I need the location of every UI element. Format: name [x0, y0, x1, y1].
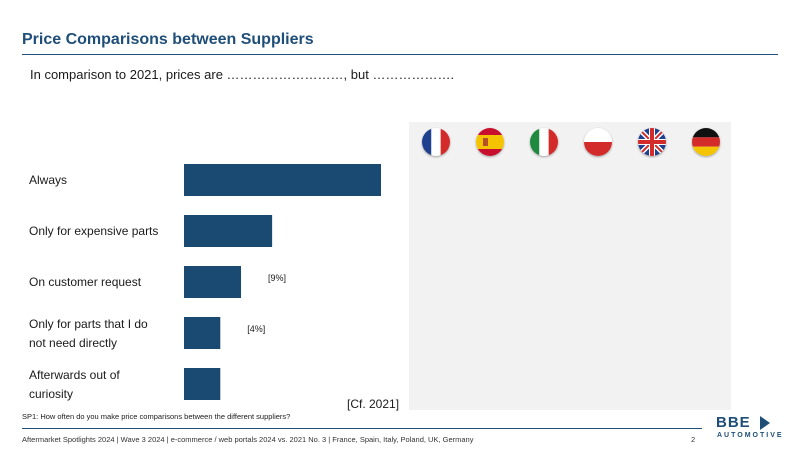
france-flag-icon: [422, 128, 450, 156]
comparison-note: [Cf. 2021]: [347, 397, 400, 411]
category-label: Only for expensive parts: [29, 224, 158, 238]
category-label: Always: [29, 173, 67, 187]
bar: [184, 266, 242, 298]
bar-data-label: [9%]: [268, 273, 286, 283]
bbe-automotive-logo: BBE AUTOMOTIVE: [716, 414, 786, 442]
title-divider: [22, 54, 778, 55]
bar-chart: Always Only for expensive parts On custome…: [29, 164, 381, 401]
uk-flag-icon: [638, 128, 666, 156]
page-subtitle: In comparison to 2021, prices are …………………: [30, 67, 455, 82]
germany-flag-icon: [692, 128, 720, 156]
survey-question: SP1: How often do you make price compari…: [22, 412, 291, 421]
bar: [184, 317, 221, 349]
poland-flag-icon: [584, 128, 612, 156]
category-label: On customer request: [29, 275, 142, 289]
italy-flag-icon: [530, 128, 558, 156]
category-label: Only for parts that I do not need directl…: [29, 317, 148, 350]
bar: [184, 215, 273, 247]
page-title: Price Comparisons between Suppliers: [22, 31, 314, 48]
logo-sub-text: AUTOMOTIVE: [717, 432, 784, 439]
country-flags-panel: [409, 122, 731, 410]
logo-chevron-icon: [760, 416, 770, 430]
category-label: Afterwards out of curiosity: [29, 368, 120, 401]
bar: [184, 164, 381, 196]
page-number: 2: [691, 435, 696, 444]
bar: [184, 368, 221, 400]
spain-flag-icon: [476, 128, 504, 156]
footer-text: Aftermarket Spotlights 2024 | Wave 3 202…: [22, 435, 474, 444]
bar-data-label: [4%]: [247, 324, 265, 334]
footer-divider: [22, 428, 702, 429]
logo-main-text: BBE: [716, 414, 751, 431]
